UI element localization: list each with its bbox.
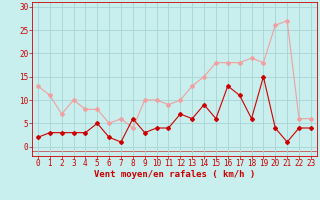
X-axis label: Vent moyen/en rafales ( km/h ): Vent moyen/en rafales ( km/h ) [94, 170, 255, 179]
